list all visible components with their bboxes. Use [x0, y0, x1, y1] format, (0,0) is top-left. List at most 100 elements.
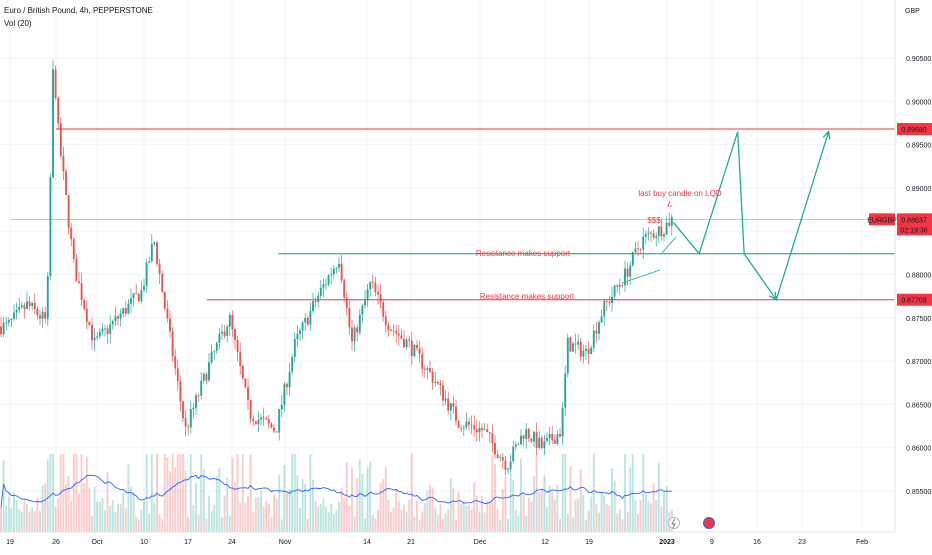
candle-body[interactable] [161, 273, 164, 293]
candle-body[interactable] [260, 417, 262, 420]
candle-body[interactable] [429, 367, 431, 372]
candle-body[interactable] [470, 424, 473, 426]
candle-body[interactable] [455, 406, 457, 421]
candle-body[interactable] [156, 242, 158, 264]
candle-body[interactable] [587, 348, 590, 354]
candle-body[interactable] [278, 409, 281, 433]
candle-body[interactable] [618, 284, 621, 287]
candle-body[interactable] [392, 330, 395, 332]
candle-body[interactable] [109, 324, 112, 334]
candle-body[interactable] [460, 427, 463, 429]
candle-body[interactable] [67, 195, 70, 228]
candle-body[interactable] [452, 403, 455, 407]
candle-body[interactable] [236, 339, 239, 353]
candle-body[interactable] [481, 427, 483, 431]
candle-body[interactable] [98, 331, 101, 337]
candle-body[interactable] [127, 303, 130, 314]
candle-body[interactable] [150, 244, 153, 262]
candle-body[interactable] [169, 318, 171, 332]
candle-body[interactable] [325, 284, 327, 285]
candle-body[interactable] [270, 423, 273, 428]
candle-body[interactable] [564, 373, 567, 408]
candle-body[interactable] [132, 293, 135, 299]
candle-body[interactable] [231, 314, 234, 330]
candle-body[interactable] [371, 281, 374, 283]
candle-body[interactable] [548, 433, 551, 438]
candle-body[interactable] [561, 407, 564, 437]
candle-body[interactable] [208, 362, 210, 381]
candle-body[interactable] [309, 310, 312, 325]
candle-body[interactable] [522, 435, 525, 439]
candle-body[interactable] [85, 308, 88, 322]
candle-body[interactable] [174, 356, 177, 369]
candle-body[interactable] [322, 284, 325, 288]
candle-body[interactable] [639, 249, 642, 251]
candle-body[interactable] [444, 398, 447, 401]
candle-body[interactable] [249, 400, 252, 419]
candle-body[interactable] [358, 314, 361, 333]
candle-body[interactable] [517, 444, 520, 446]
candle-body[interactable] [670, 217, 673, 226]
candle-body[interactable] [525, 429, 528, 439]
candle-body[interactable] [213, 350, 216, 352]
candle-body[interactable] [553, 440, 556, 444]
candle-body[interactable] [205, 373, 208, 381]
candle-body[interactable] [626, 268, 629, 277]
candle-body[interactable] [57, 98, 60, 124]
candle-body[interactable] [306, 317, 309, 325]
candle-body[interactable] [140, 290, 143, 302]
candle-body[interactable] [442, 385, 444, 401]
candle-body[interactable] [189, 409, 192, 428]
candle-body[interactable] [88, 321, 91, 325]
candle-body[interactable] [577, 341, 580, 345]
candle-body[interactable] [509, 461, 512, 469]
candle-body[interactable] [592, 330, 595, 348]
candle-body[interactable] [104, 328, 106, 330]
candle-body[interactable] [182, 401, 184, 419]
candle-body[interactable] [475, 429, 478, 433]
candle-body[interactable] [468, 421, 470, 425]
candle-body[interactable] [566, 337, 569, 374]
candle-body[interactable] [33, 302, 36, 309]
candle-body[interactable] [603, 300, 606, 317]
candle-body[interactable] [605, 300, 608, 302]
candle-body[interactable] [247, 387, 249, 401]
price-scale-panel[interactable] [895, 0, 932, 550]
candle-body[interactable] [148, 261, 151, 263]
candle-body[interactable] [20, 305, 23, 308]
candle-body[interactable] [327, 275, 330, 285]
candle-body[interactable] [252, 418, 255, 422]
candle-body[interactable] [504, 460, 507, 470]
candle-body[interactable] [226, 326, 229, 336]
candle-body[interactable] [195, 395, 197, 408]
candle-body[interactable] [106, 328, 109, 334]
candle-body[interactable] [431, 371, 434, 383]
candle-body[interactable] [330, 274, 333, 276]
candle-body[interactable] [434, 381, 437, 383]
candle-body[interactable] [286, 383, 288, 388]
candle-body[interactable] [83, 299, 86, 309]
candle-body[interactable] [197, 395, 200, 397]
candle-body[interactable] [153, 242, 156, 245]
candle-body[interactable] [488, 432, 491, 434]
candle-body[interactable] [80, 283, 83, 300]
candle-body[interactable] [507, 468, 509, 470]
candle-body[interactable] [439, 383, 442, 386]
candle-body[interactable] [314, 301, 317, 303]
candle-body[interactable] [119, 313, 122, 319]
candle-body[interactable] [257, 419, 260, 425]
candle-body[interactable] [10, 318, 13, 320]
candle-body[interactable] [26, 301, 28, 309]
candle-body[interactable] [70, 227, 73, 240]
candle-body[interactable] [462, 427, 465, 429]
candle-body[interactable] [254, 421, 257, 425]
candle-body[interactable] [52, 69, 54, 178]
time-scale-panel[interactable] [0, 532, 895, 550]
candle-body[interactable] [364, 300, 366, 306]
candle-body[interactable] [41, 312, 44, 319]
candle-body[interactable] [122, 308, 125, 314]
candle-body[interactable] [356, 327, 359, 333]
candle-body[interactable] [382, 302, 385, 317]
candle-body[interactable] [647, 232, 650, 235]
